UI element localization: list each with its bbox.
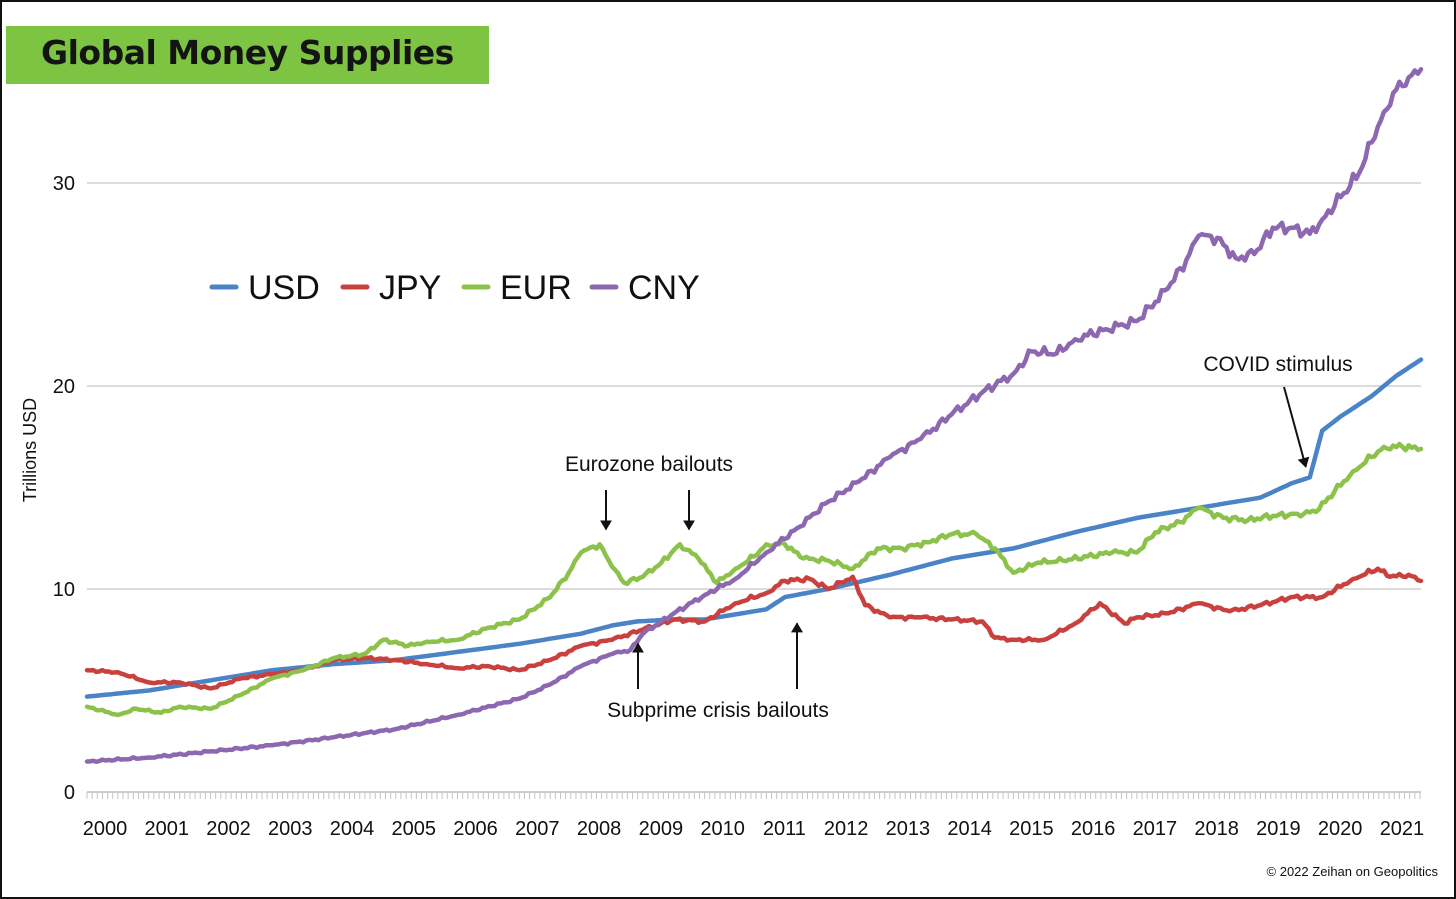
annotation-arrow [1283,386,1310,468]
y-tick-label: 20 [53,376,75,398]
x-tick-label: 2001 [145,818,190,840]
legend-label-cny: CNY [628,269,700,307]
x-tick-label: 2003 [268,818,313,840]
x-tick-label: 2014 [947,818,992,840]
x-tick-label: 2006 [453,818,498,840]
x-tick-label: 2010 [700,818,745,840]
y-tick-label: 0 [64,782,75,804]
legend-label-jpy: JPY [379,269,441,307]
series-lines [84,67,1424,765]
copyright-note: © 2022 Zeihan on Geopolitics [1266,864,1438,879]
annotations: Eurozone bailouts Subprime crisis bailout… [565,353,1353,722]
chart-title: Global Money Supplies [41,33,454,72]
legend-label-usd: USD [248,269,320,307]
x-tick-label: 2012 [824,818,869,840]
series-line-cny [84,67,1424,765]
title-banner: Global Money Supplies [6,26,489,84]
x-tick-label: 2007 [515,818,560,840]
annotation-subprime-crisis-bailouts: Subprime crisis bailouts [607,699,829,722]
x-tick-label: 2008 [577,818,622,840]
x-tick-label: 2009 [639,818,684,840]
x-tick-label: 2017 [1133,818,1178,840]
y-axis: 0 10 20 30 [53,173,75,804]
series-line-eur [84,441,1424,718]
annotation-covid-stimulus: COVID stimulus [1203,353,1352,376]
x-tick-label: 2000 [83,818,128,840]
gridlines [87,182,1421,590]
x-tick-label: 2016 [1071,818,1116,840]
y-tick-label: 10 [53,579,75,601]
series-line-usd [84,357,1424,699]
x-tick-label: 2002 [206,818,251,840]
x-tick-label: 2021 [1380,818,1425,840]
x-axis: 2000 2001 2002 2003 2004 2005 2006 2007 2008 2009… [83,791,1425,840]
x-tick-label: 2005 [392,818,437,840]
y-axis-label: Trillions USD [20,398,40,502]
x-tick-label: 2015 [1009,818,1054,840]
x-tick-label: 2019 [1256,818,1301,840]
annotation-eurozone-bailouts: Eurozone bailouts [565,453,733,476]
x-tick-label: 2011 [763,818,806,840]
x-tick-label: 2013 [886,818,931,840]
x-tick-label: 2004 [330,818,375,840]
y-tick-label: 30 [53,173,75,195]
legend: USD JPY EUR CNY [209,269,700,307]
legend-label-eur: EUR [500,269,572,307]
x-tick-label: 2020 [1318,818,1363,840]
x-tick-label: 2018 [1194,818,1239,840]
